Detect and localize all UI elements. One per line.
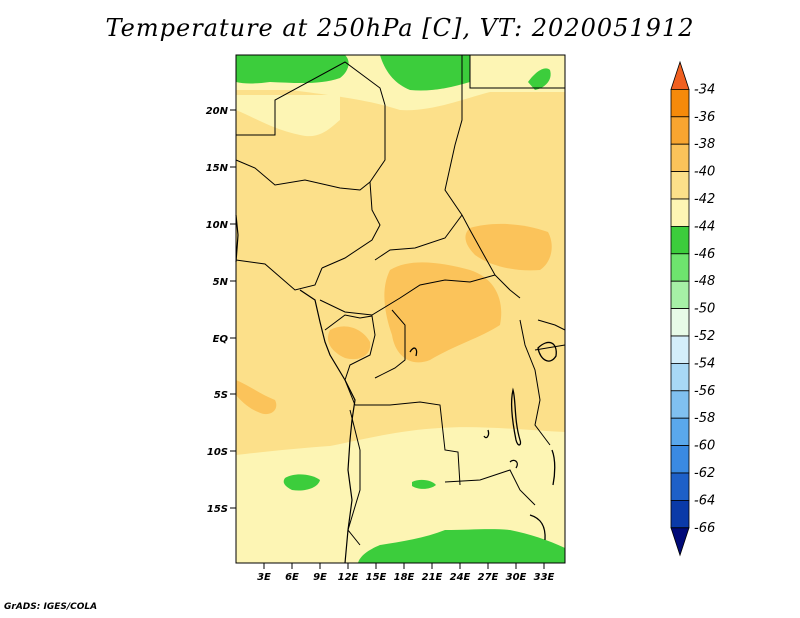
- colorbar-swatch: [670, 89, 690, 118]
- lat-axis: [230, 109, 236, 509]
- lon-label-27e: 27E: [478, 572, 499, 583]
- colorbar-label: -52: [694, 329, 715, 344]
- lon-label-9e: 9E: [313, 572, 327, 583]
- lon-label-24e: 24E: [450, 572, 471, 583]
- lon-label-3e: 3E: [257, 572, 271, 583]
- colorbar-label: -34: [694, 82, 715, 97]
- green-region-north-center: [380, 55, 470, 91]
- colorbar-swatch: [670, 527, 690, 557]
- colorbar-label: -38: [694, 137, 715, 152]
- colorbar-label: -46: [694, 247, 715, 262]
- coastline: [235, 214, 356, 564]
- green-region-south: [358, 529, 565, 563]
- colorbar-swatch: [670, 60, 690, 90]
- colorbar-label: -50: [694, 302, 715, 317]
- colorbar-swatch: [670, 335, 690, 364]
- colorbar-swatch: [670, 171, 690, 200]
- colorbar-label: -58: [694, 411, 715, 426]
- green-region-south-small: [412, 479, 436, 489]
- lat-label-20n: 20N: [206, 106, 229, 117]
- colorbar-swatch: [670, 225, 690, 255]
- lat-label-10s: 10S: [207, 447, 228, 458]
- lat-label-15s: 15S: [207, 504, 228, 515]
- colorbar-label: -66: [694, 521, 715, 536]
- colorbar-label: -62: [694, 466, 715, 481]
- colorbar: -34 -36 -38 -40 -42 -44 -46 -48 -50 -52 -54 -56 -58 -…: [670, 60, 715, 557]
- colorbar-swatch: [670, 390, 690, 419]
- colorbar-swatch: [670, 116, 690, 145]
- colorbar-swatch: [670, 280, 690, 310]
- warm-region-central: [384, 262, 502, 363]
- colorbar-swatch: [670, 445, 690, 474]
- map-frame: [235, 54, 566, 564]
- colorbar-swatch: [670, 362, 690, 392]
- lon-label-18e: 18E: [394, 572, 415, 583]
- lat-label-eq: EQ: [213, 334, 229, 345]
- lat-label-5n: 5N: [213, 277, 229, 288]
- lat-label-15n: 15N: [206, 163, 229, 174]
- green-region-northeast: [528, 68, 551, 90]
- green-region-south-patch: [283, 474, 320, 491]
- colorbar-label: -60: [694, 439, 715, 454]
- colorbar-label: -54: [694, 356, 715, 371]
- lon-label-21e: 21E: [422, 572, 443, 583]
- colorbar-label: -42: [694, 192, 715, 207]
- cool-region-south: [236, 427, 565, 563]
- colorbar-swatch: [670, 417, 690, 447]
- lakes: [409, 341, 557, 541]
- colorbar-swatch: [670, 143, 690, 172]
- colorbar-swatch: [670, 198, 690, 227]
- colorbar-label: -64: [694, 493, 715, 508]
- colorbar-swatch: [670, 308, 690, 337]
- colorbar-swatch: [670, 499, 690, 529]
- lon-label-15e: 15E: [366, 572, 387, 583]
- lon-label-30e: 30E: [506, 572, 527, 583]
- colorbar-label: -56: [694, 384, 715, 399]
- lon-label-33e: 33E: [534, 572, 555, 583]
- lon-axis: [263, 563, 545, 569]
- warm-region-gabon: [327, 326, 371, 360]
- colorbar-label: -48: [694, 274, 715, 289]
- colorbar-swatch: [670, 253, 690, 282]
- colorbar-swatch: [670, 472, 690, 501]
- chart-title: Temperature at 250hPa [C], VT: 202005191…: [105, 14, 695, 42]
- colorbar-label: -44: [694, 219, 715, 234]
- warm-region-east: [465, 223, 552, 271]
- country-borders: [235, 55, 566, 546]
- colorbar-label: -40: [694, 165, 715, 180]
- lat-label-10n: 10N: [206, 220, 229, 231]
- lon-label-6e: 6E: [285, 572, 299, 583]
- green-region-north: [236, 55, 349, 84]
- colorbar-label: -36: [694, 110, 715, 125]
- lon-label-12e: 12E: [338, 572, 359, 583]
- lat-label-5s: 5S: [214, 390, 228, 401]
- footer-credit: GrADS: IGES/COLA: [4, 602, 98, 612]
- cool-region-northwest: [236, 95, 340, 137]
- warm-region-ocean: [236, 380, 277, 415]
